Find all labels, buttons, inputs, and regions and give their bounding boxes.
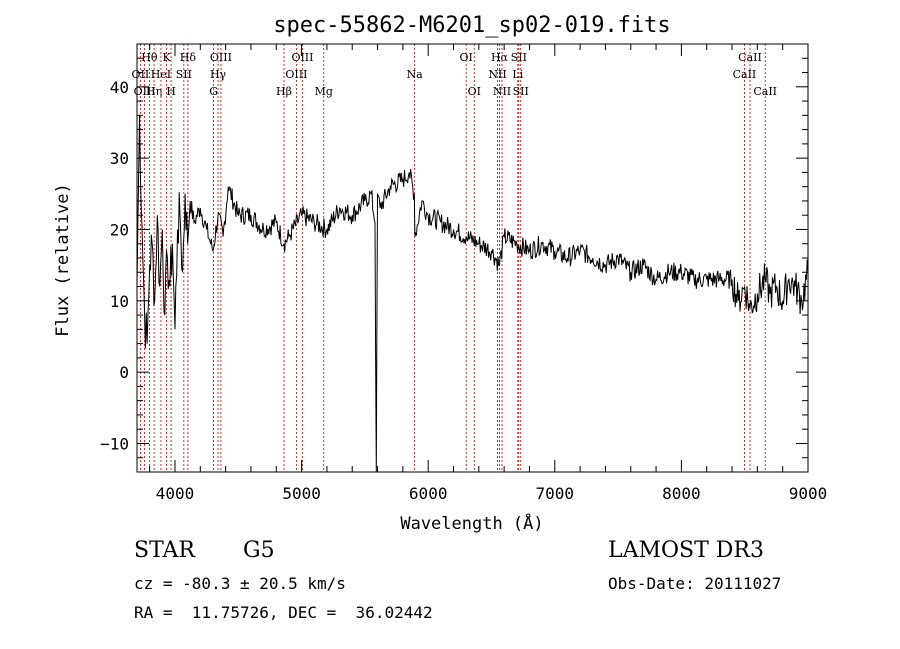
x-tick-label-5: 9000: [789, 484, 828, 503]
line-label-13: OIII: [291, 51, 313, 64]
y-axis-label: Flux (relative): [53, 183, 73, 337]
line-label-21: NII: [493, 85, 511, 98]
object-subclass: G5: [243, 538, 275, 563]
y-tick-label-1: 0: [119, 363, 129, 382]
x-tick-label-1: 5000: [282, 484, 321, 503]
line-label-27: CaII: [753, 85, 777, 98]
plot-frame: [136, 43, 809, 473]
y-tick-label-0: −10: [100, 434, 129, 453]
spectrum-series: [136, 115, 809, 473]
x-tick-label-2: 6000: [409, 484, 448, 503]
survey-name: LAMOST DR3: [608, 538, 764, 563]
line-label-18: OI: [468, 85, 481, 98]
line-label-0: Hθ: [141, 51, 158, 64]
line-label-1: OII: [132, 68, 150, 81]
line-label-23: Li: [512, 68, 523, 81]
line-label-16: Na: [407, 68, 424, 81]
line-label-11: G: [209, 85, 218, 98]
y-tick-label-2: 10: [110, 292, 129, 311]
line-label-26: CaII: [733, 68, 757, 81]
line-label-8: Hδ: [180, 51, 197, 64]
redshift-velocity: cz = -80.3 ± 20.5 km/s: [134, 574, 346, 593]
line-label-3: Hη: [146, 85, 162, 98]
spectrum-line: [136, 115, 809, 473]
line-label-17: OI: [459, 51, 472, 64]
chart-title: spec-55862-M6201_sp02-019.fits: [273, 13, 670, 38]
axes: 4000 5000 6000 7000 8000 9000 −10 0 10 20 30 40: [100, 43, 828, 503]
x-axis-label: Wavelength (Å): [400, 512, 543, 534]
line-label-12: Hβ: [276, 85, 292, 98]
line-label-14: OIII: [285, 68, 307, 81]
line-label-15: Mg: [315, 85, 333, 98]
line-label-25: CaII: [738, 51, 762, 64]
line-label-6: SII: [176, 68, 192, 81]
line-label-19: Hα: [491, 51, 509, 64]
observation-date: Obs-Date: 20111027: [608, 574, 782, 593]
line-label-22: SII: [511, 51, 527, 64]
coordinates: RA = 11.75726, DEC = 36.02442: [134, 603, 433, 622]
y-tick-label-4: 30: [110, 149, 129, 168]
line-label-7: H: [166, 85, 176, 98]
x-tick-label-0: 4000: [156, 484, 195, 503]
line-label-4: HeI: [151, 68, 171, 81]
y-tick-label-5: 40: [110, 78, 129, 97]
y-tick-label-3: 20: [110, 220, 129, 239]
x-tick-label-3: 7000: [536, 484, 575, 503]
x-tick-label-4: 8000: [662, 484, 701, 503]
line-label-2: OIII: [134, 85, 156, 98]
line-label-5: K: [163, 51, 172, 64]
line-label-10: Hγ: [210, 68, 227, 81]
line-label-9: OIII: [210, 51, 232, 64]
line-label-20: NII: [488, 68, 506, 81]
line-label-24: SII: [513, 85, 529, 98]
object-class: STAR: [134, 538, 195, 563]
